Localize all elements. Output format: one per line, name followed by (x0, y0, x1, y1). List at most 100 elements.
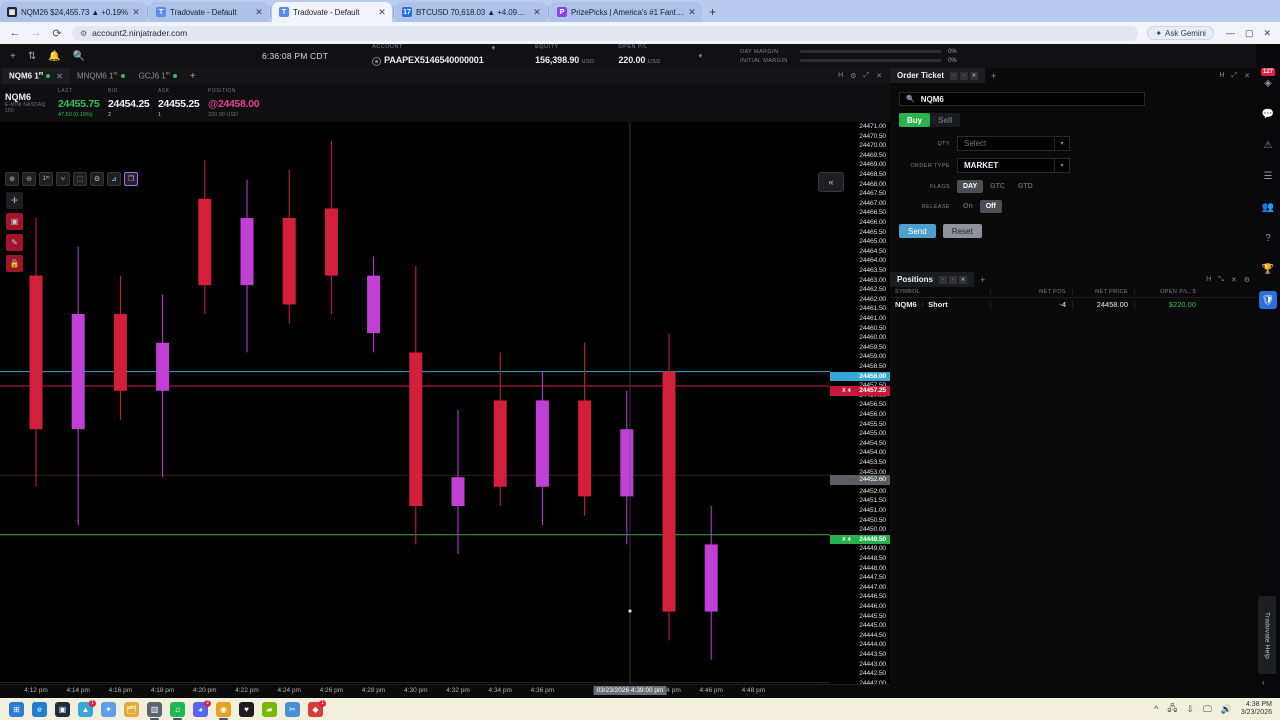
ladder-price-row[interactable]: 24462.50 (859, 286, 886, 294)
ladder-price-row[interactable]: 24448.50 (859, 555, 886, 562)
notify-icon[interactable]: ◆ 1 (308, 699, 326, 717)
chart-panel-close-icon[interactable]: ✕ (876, 73, 882, 80)
photos-icon[interactable]: ▲ 1 (78, 699, 96, 717)
back-button[interactable]: ← (9, 27, 21, 39)
trophy-icon[interactable]: 🏆 (1261, 263, 1275, 275)
ladder-price-row[interactable]: 24469.00 (859, 161, 886, 169)
edge-icon[interactable]: e (32, 701, 47, 717)
browser-tab-close-icon[interactable]: ✕ (132, 6, 140, 17)
account-selector[interactable]: ACCOUNT PAAPEX5146540000001 ▾ (372, 44, 495, 68)
qty-chevron-down-icon[interactable]: ▾ (1055, 136, 1070, 151)
release-on-button[interactable]: On (963, 203, 973, 210)
download-icon[interactable]: ⇩ (1186, 703, 1194, 714)
ladder-price-row[interactable]: 24446.50 (859, 593, 886, 601)
ladder-position-price[interactable]: 24457.25 (830, 386, 890, 396)
pos-close-icon[interactable]: ✕ (959, 275, 968, 284)
indicator-icon[interactable]: ⊿ (107, 172, 121, 186)
ladder-price-row[interactable]: 24447.00 (859, 583, 886, 591)
order-ticket-tab[interactable]: Order Ticket ▫ ▫ ✕ (890, 68, 985, 83)
positions-tab[interactable]: Positions ▫ ▫ ✕ (890, 272, 975, 287)
rail-collapse-arrow-icon[interactable]: ‹ (1262, 678, 1265, 687)
ladder-price-row[interactable]: 24470.50 (859, 132, 886, 140)
ladder-price-row[interactable]: 24450.00 (859, 526, 886, 534)
upload-icon[interactable]: ⇅ (27, 50, 37, 62)
ladder-price-row[interactable]: 24455.00 (859, 430, 886, 438)
explorer-icon[interactable]: 🗂 (124, 701, 139, 717)
volume-icon[interactable]: 🔊 (1220, 703, 1232, 714)
order-cancel-icon[interactable]: X (842, 387, 846, 394)
ot-close-icon[interactable]: ✕ (969, 71, 978, 80)
ladder-price-row[interactable]: 24461.00 (859, 315, 886, 322)
price-ladder[interactable]: 24471.00 24470.50 24470.00 24469.50 24469.00… (830, 122, 890, 698)
flag-gtc-button[interactable]: GTC (990, 183, 1005, 190)
order-type-chevron-down-icon[interactable]: ▾ (1055, 158, 1070, 173)
pl-chevron-down-icon[interactable]: ▾ (698, 53, 703, 60)
ladder-price-row[interactable]: 24469.50 (859, 151, 886, 159)
pos-panel-close-icon[interactable]: ✕ (1230, 276, 1237, 284)
shield-icon[interactable]: 🛡 (1259, 291, 1277, 309)
show-hidden-icons-icon[interactable]: ^ (1154, 704, 1159, 714)
add-positions-tab-button[interactable]: + (980, 274, 986, 285)
ladder-price-row[interactable]: 24464.50 (859, 247, 886, 255)
tradovate-help-tab[interactable]: Tradovate Help (1258, 596, 1276, 674)
pencil-icon[interactable]: ✎ (6, 234, 23, 251)
pos-sort-icon[interactable]: ⤡ (1218, 275, 1224, 283)
send-order-button[interactable]: Send (899, 224, 936, 238)
ladder-price-row[interactable]: 24460.50 (859, 324, 886, 332)
ladder-price-row[interactable]: 24449.00 (859, 545, 886, 553)
chrome-icon[interactable]: ◉ (216, 701, 231, 720)
ot-expand-icon[interactable]: ⤢ (1231, 71, 1238, 79)
ladder-price-row[interactable]: 24452.00 (859, 487, 886, 495)
store-icon[interactable]: ▣ (55, 701, 70, 717)
duplicate-icon[interactable]: ❐ (124, 172, 138, 186)
ladder-price-row[interactable]: 24467.00 (859, 199, 886, 207)
ladder-price-row[interactable]: 24451.50 (859, 497, 886, 505)
ladder-price-row[interactable]: 24470.00 (859, 142, 886, 150)
pos-minimize-icon[interactable]: ▫ (939, 275, 948, 284)
ladder-price-row[interactable]: 24463.50 (859, 267, 886, 274)
ladder-price-row[interactable]: 24456.50 (859, 401, 886, 409)
ladder-price-row[interactable]: 24443.50 (859, 651, 886, 658)
ladder-price-row[interactable]: 24465.00 (859, 238, 886, 246)
qty-select[interactable]: Select (957, 136, 1055, 151)
ladder-price-row[interactable]: 24468.00 (859, 180, 886, 188)
browser-tab-2[interactable]: T Tradovate - Default ✕ (272, 2, 393, 22)
ticket-buy-button[interactable]: Buy (899, 113, 931, 127)
pos-h-icon[interactable]: H (1206, 275, 1212, 283)
release-off-button[interactable]: Off (979, 200, 1002, 213)
ladder-price-row[interactable]: 24444.00 (859, 641, 886, 649)
ladder-price-row[interactable]: 24442.00 (830, 679, 890, 689)
ticket-sell-button[interactable]: Sell (930, 113, 961, 127)
community-icon[interactable]: 👥 (1261, 201, 1275, 213)
price-chart[interactable]: ⊕ ⊖ 1ᵐ ⑂ ⬚ ⚙ ⊿ ❐ ✛ ▣ ✎ 🔒 « 24471.00 24470… (0, 122, 890, 698)
ladder-price-row[interactable]: 24459.00 (859, 353, 886, 361)
ladder-price-row[interactable]: 24462.00 (859, 295, 886, 303)
ladder-price-row[interactable]: 24446.00 (859, 603, 886, 610)
instrument-tab-mnqm6[interactable]: MNQM6 1m (70, 68, 132, 84)
order-symbol-input[interactable]: 🔍 NQM6 (899, 92, 1145, 106)
ladder-price-row[interactable]: 24450.50 (859, 516, 886, 524)
account-chevron-down-icon[interactable]: ▾ (491, 45, 496, 52)
site-settings-icon[interactable]: ⚙ (80, 28, 88, 38)
ladder-price-row[interactable]: 24454.50 (859, 439, 886, 447)
ladder-price-row[interactable]: 24445.50 (859, 612, 886, 620)
window-close-button[interactable]: ✕ (1263, 27, 1271, 38)
pos-gear-icon[interactable]: ⚙ (1243, 276, 1250, 284)
chat-icon[interactable]: 💬 (1261, 108, 1275, 120)
ot-minimize-icon[interactable]: ▫ (949, 71, 958, 80)
candle-type-icon[interactable]: ⑂ (56, 172, 70, 186)
ladder-price-row[interactable]: 24458.50 (859, 363, 886, 370)
ladder-price-row[interactable]: 24459.50 (859, 343, 886, 351)
ladder-price-row[interactable]: 24460.00 (859, 334, 886, 342)
ot-panel-close-icon[interactable]: ✕ (1244, 72, 1250, 80)
browser-tab-0[interactable]: ▦ NQM26 $24,455.73 ▲ +0.19% ✕ (0, 2, 147, 22)
risk-icon[interactable]: ⚠ (1263, 139, 1273, 151)
nvidia-icon[interactable]: ▰ (262, 701, 277, 717)
order-type-select[interactable]: MARKET (957, 158, 1055, 173)
forward-button[interactable]: → (30, 27, 42, 39)
ladder-price-row[interactable]: 24463.00 (859, 276, 886, 284)
add-instrument-tab-button[interactable]: + (189, 70, 196, 82)
interval-icon[interactable]: 1ᵐ (39, 172, 53, 186)
alerts-icon[interactable]: 127 ◈ (1261, 68, 1276, 89)
flag-gtd-button[interactable]: GTD (1017, 183, 1033, 190)
